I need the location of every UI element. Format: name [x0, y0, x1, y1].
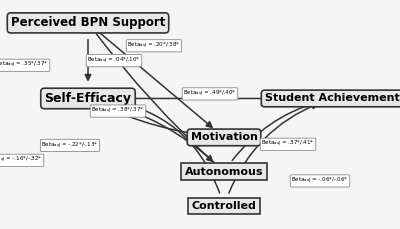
Text: Beta$_{adj}$ = .35*/.37*: Beta$_{adj}$ = .35*/.37* — [0, 60, 49, 70]
Text: Beta$_{adj}$ = .37*/.41*: Beta$_{adj}$ = .37*/.41* — [261, 139, 315, 149]
Text: Motivation: Motivation — [190, 132, 258, 142]
Text: Beta$_{adj}$ = .49*/.40*: Beta$_{adj}$ = .49*/.40* — [183, 89, 237, 99]
Text: Controlled: Controlled — [192, 201, 256, 211]
Text: Beta$_{adj}$ = -.16*/-.32*: Beta$_{adj}$ = -.16*/-.32* — [0, 155, 43, 165]
Text: Beta$_{adj}$ = .20*/.38*: Beta$_{adj}$ = .20*/.38* — [127, 41, 181, 51]
Text: Autonomous: Autonomous — [185, 167, 263, 177]
Text: Perceived BPN Support: Perceived BPN Support — [11, 16, 165, 29]
Text: Self-Efficacy: Self-Efficacy — [44, 92, 132, 105]
Text: Student Achievement: Student Achievement — [265, 93, 399, 104]
Text: Beta$_{adj}$ = .38*/.37*: Beta$_{adj}$ = .38*/.37* — [91, 106, 145, 116]
Text: Beta$_{adj}$ = -.06*/-.06*: Beta$_{adj}$ = -.06*/-.06* — [291, 176, 349, 186]
Text: Beta$_{adj}$ = -.22*/-.13*: Beta$_{adj}$ = -.22*/-.13* — [41, 140, 99, 150]
Text: Beta$_{adj}$ = .04*/.10*: Beta$_{adj}$ = .04*/.10* — [87, 56, 141, 66]
